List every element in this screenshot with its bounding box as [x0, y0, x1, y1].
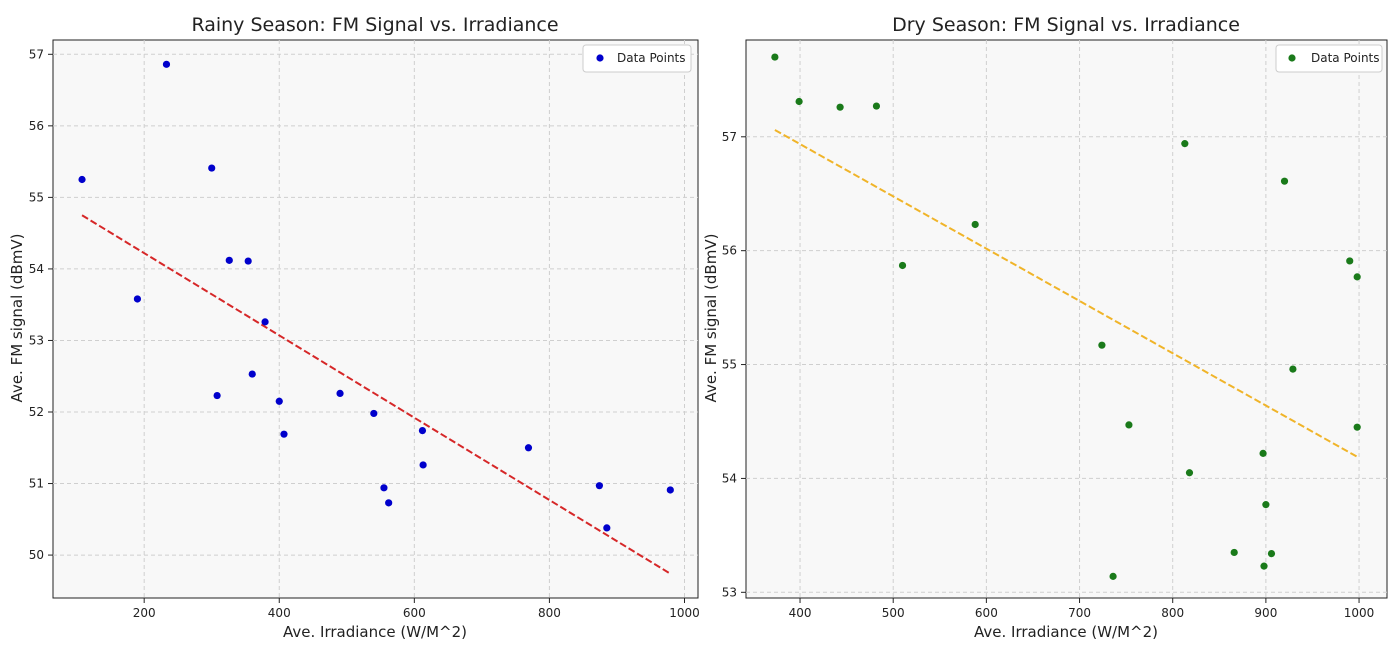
trend-line [774, 129, 1358, 458]
data-point [595, 482, 603, 490]
data-point [1185, 469, 1194, 477]
data-point [666, 486, 674, 494]
legend-label: Data Points [617, 51, 686, 65]
grid [746, 40, 1387, 598]
data-point [1280, 177, 1289, 185]
data-point [162, 60, 171, 68]
data-point [213, 391, 221, 400]
data-point [524, 444, 533, 452]
x-tick-label: 200 [133, 606, 156, 620]
data-point [1260, 562, 1268, 570]
data-point [1346, 257, 1354, 265]
data-point [872, 102, 881, 110]
y-axis-ticks: 50 51 52 53 54 55 56 57 [29, 47, 53, 562]
data-point [244, 257, 252, 265]
data-point [385, 499, 393, 507]
x-axis-label: Ave. Irradiance (W/M^2) [283, 623, 467, 641]
x-tick-label: 900 [1254, 606, 1277, 620]
data-point [1125, 421, 1133, 429]
y-tick-label: 54 [29, 262, 44, 276]
legend-marker [596, 54, 604, 62]
data-point [898, 261, 907, 270]
x-tick-label: 800 [1161, 606, 1184, 620]
data-points [771, 53, 1361, 580]
y-tick-label: 53 [29, 333, 44, 347]
data-points [78, 60, 674, 532]
x-axis-label: Ave. Irradiance (W/M^2) [974, 623, 1158, 641]
legend-box [582, 44, 692, 73]
chart-title: Rainy Season: FM Signal vs. Irradiance [191, 14, 558, 36]
data-point [248, 370, 256, 378]
y-tick-label: 57 [722, 130, 737, 144]
data-point [419, 461, 427, 469]
data-point [1181, 140, 1189, 148]
y-axis-label: Ave. FM signal (dBmV) [8, 234, 26, 403]
data-point [380, 484, 388, 492]
x-tick-label: 400 [789, 606, 812, 620]
legend: Data Points [1275, 44, 1383, 73]
x-tick-label: 500 [882, 606, 905, 620]
y-tick-label: 51 [29, 477, 44, 491]
dry-season-chart: 400 500 600 700 800 900 1000 53 54 55 56 57 Dry Se… [702, 14, 1388, 641]
grid [53, 40, 698, 598]
y-tick-label: 55 [29, 190, 44, 204]
data-point [771, 53, 779, 61]
rainy-season-chart: 200 400 600 800 1000 50 51 52 53 54 55 56 57 Rainy … [8, 14, 700, 641]
plot-area [52, 39, 699, 599]
data-point [1289, 365, 1297, 373]
data-point [1267, 549, 1276, 558]
y-tick-label: 55 [722, 358, 737, 372]
data-point [280, 430, 288, 438]
y-axis-ticks: 53 54 55 56 57 [722, 130, 746, 599]
data-point [275, 397, 283, 405]
legend-label: Data Points [1311, 51, 1380, 65]
y-tick-label: 53 [722, 585, 737, 599]
legend-marker [1288, 54, 1296, 62]
plot-area [745, 39, 1388, 599]
y-tick-label: 57 [29, 47, 44, 61]
chart-title: Dry Season: FM Signal vs. Irradiance [892, 14, 1240, 36]
legend: Data Points [582, 44, 692, 73]
data-point [1109, 572, 1117, 580]
data-point [336, 389, 344, 397]
data-point [1353, 273, 1361, 281]
trend-line-segment [81, 214, 671, 575]
trend-line-segment [774, 129, 1358, 458]
data-point [370, 409, 378, 418]
x-tick-label: 400 [268, 606, 291, 620]
y-tick-label: 54 [722, 471, 737, 485]
data-point [1259, 449, 1267, 457]
legend-box [1275, 44, 1383, 73]
data-point [225, 256, 233, 264]
data-point [261, 318, 269, 326]
x-tick-label: 1000 [1344, 606, 1375, 620]
x-axis-ticks: 200 400 600 800 1000 [133, 598, 700, 620]
y-tick-label: 50 [29, 548, 44, 562]
data-point [1098, 341, 1106, 349]
data-point [795, 97, 803, 106]
y-tick-label: 52 [29, 405, 44, 419]
x-tick-label: 800 [538, 606, 561, 620]
x-tick-label: 1000 [669, 606, 700, 620]
data-point [208, 164, 216, 172]
trend-line [81, 214, 671, 575]
data-point [1262, 501, 1270, 509]
data-point [971, 220, 979, 229]
data-point [418, 427, 427, 435]
data-point [603, 524, 611, 532]
y-axis-label: Ave. FM signal (dBmV) [702, 234, 720, 403]
data-point [78, 175, 86, 184]
data-point [1230, 548, 1238, 557]
y-tick-label: 56 [722, 244, 737, 258]
x-tick-label: 700 [1068, 606, 1091, 620]
x-axis-ticks: 400 500 600 700 800 900 1000 [789, 598, 1375, 620]
y-tick-label: 56 [29, 119, 44, 133]
data-point [133, 295, 142, 303]
x-tick-label: 600 [975, 606, 998, 620]
data-point [1353, 423, 1361, 431]
data-point [836, 103, 844, 111]
x-tick-label: 600 [403, 606, 426, 620]
